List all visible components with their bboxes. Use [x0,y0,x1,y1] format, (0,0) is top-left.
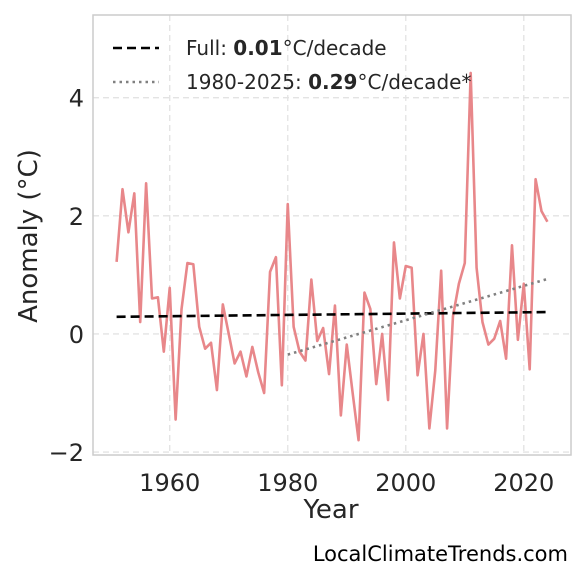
x-tick-label-1: 1980 [257,469,318,497]
x-tick-label-3: 2020 [493,469,554,497]
credit-text: LocalClimateTrends.com [313,542,568,566]
legend: Full: 0.01°C/decade 1980-2025: 0.29°C/de… [113,36,471,94]
x-tick-label-2: 2000 [375,469,436,497]
y-tick-labels: −2 0 2 4 [49,85,84,467]
x-axis-label: Year [302,495,358,525]
y-tick-label-3: 4 [69,85,84,113]
series-layer [115,71,549,442]
y-tick-label-2: 2 [69,203,84,231]
legend-full-unit: °C/decade [283,36,387,60]
plot-frame [92,14,572,456]
legend-full-name: Full: [186,36,227,60]
legend-recent-rate: 0.29 [308,70,357,94]
legend-full-rate: 0.01 [233,36,282,60]
x-tick-label-0: 1960 [139,469,200,497]
y-tick-label-1: 0 [69,321,84,349]
y-axis-label: Anomaly (°C) [14,149,44,323]
legend-recent-name: 1980-2025: [186,70,302,94]
x-tick-labels: 1960 1980 2000 2020 [139,469,554,497]
legend-recent-unit: °C/decade* [357,70,471,94]
y-tick-label-0: −2 [49,439,84,467]
trend-line-full [116,310,548,319]
legend-label-recent: 1980-2025: 0.29°C/decade* [186,70,471,94]
legend-label-full: Full: 0.01°C/decade [186,36,387,60]
series-line-anomaly [115,71,549,442]
